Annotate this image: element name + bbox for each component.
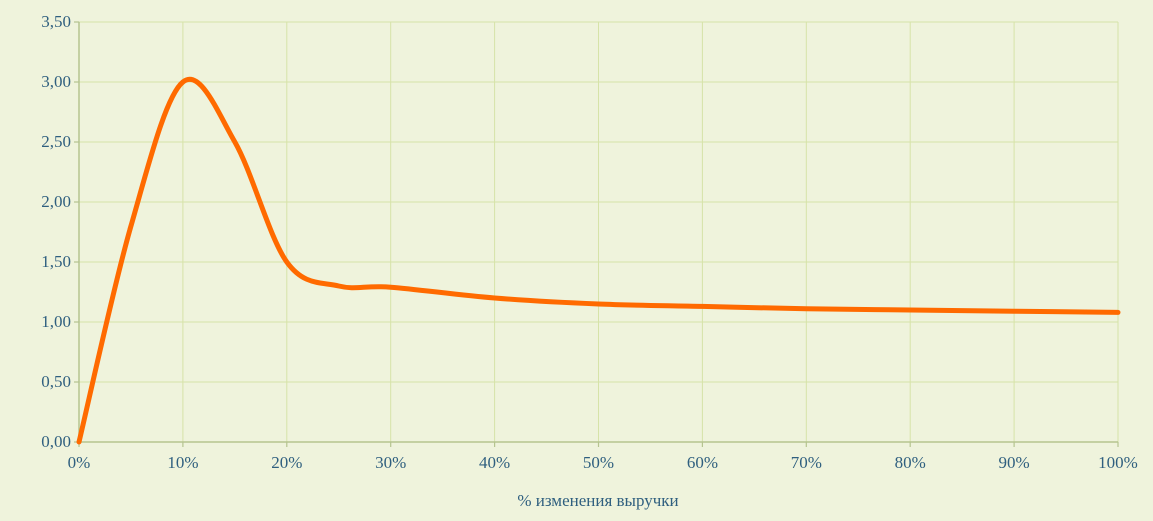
x-tick-label: 40%	[479, 453, 510, 472]
y-tick-label: 2,50	[41, 132, 71, 151]
y-tick-label: 3,00	[41, 72, 71, 91]
series-layer	[76, 77, 1121, 445]
y-tick-label: 1,00	[41, 312, 71, 331]
x-tick-label: 0%	[68, 453, 91, 472]
x-tick-label: 100%	[1098, 453, 1138, 472]
y-tick-label: 2,00	[41, 192, 71, 211]
grid	[79, 21, 1119, 442]
x-tick-label: 60%	[687, 453, 718, 472]
x-axis-title: % изменения выручки	[517, 491, 678, 510]
x-tick-label: 20%	[271, 453, 302, 472]
x-tick-label: 50%	[583, 453, 614, 472]
y-tick-labels: 0,00 0,50 1,00 1,50 2,00 2,50 3,00 3,50	[41, 12, 71, 451]
x-tick-label: 70%	[791, 453, 822, 472]
x-tick-label: 10%	[167, 453, 198, 472]
y-tick-label: 1,50	[41, 252, 71, 271]
y-tick-label: 0,50	[41, 372, 71, 391]
series-line-0	[76, 77, 1121, 445]
x-tick-labels: 0% 10% 20% 30% 40% 50% 60% 70% 80% 90% 100%	[68, 453, 1138, 472]
axes	[74, 21, 1119, 447]
x-tick-label: 80%	[895, 453, 926, 472]
y-tick-label: 0,00	[41, 432, 71, 451]
x-tick-label: 90%	[999, 453, 1030, 472]
x-tick-label: 30%	[375, 453, 406, 472]
y-tick-label: 3,50	[41, 12, 71, 31]
